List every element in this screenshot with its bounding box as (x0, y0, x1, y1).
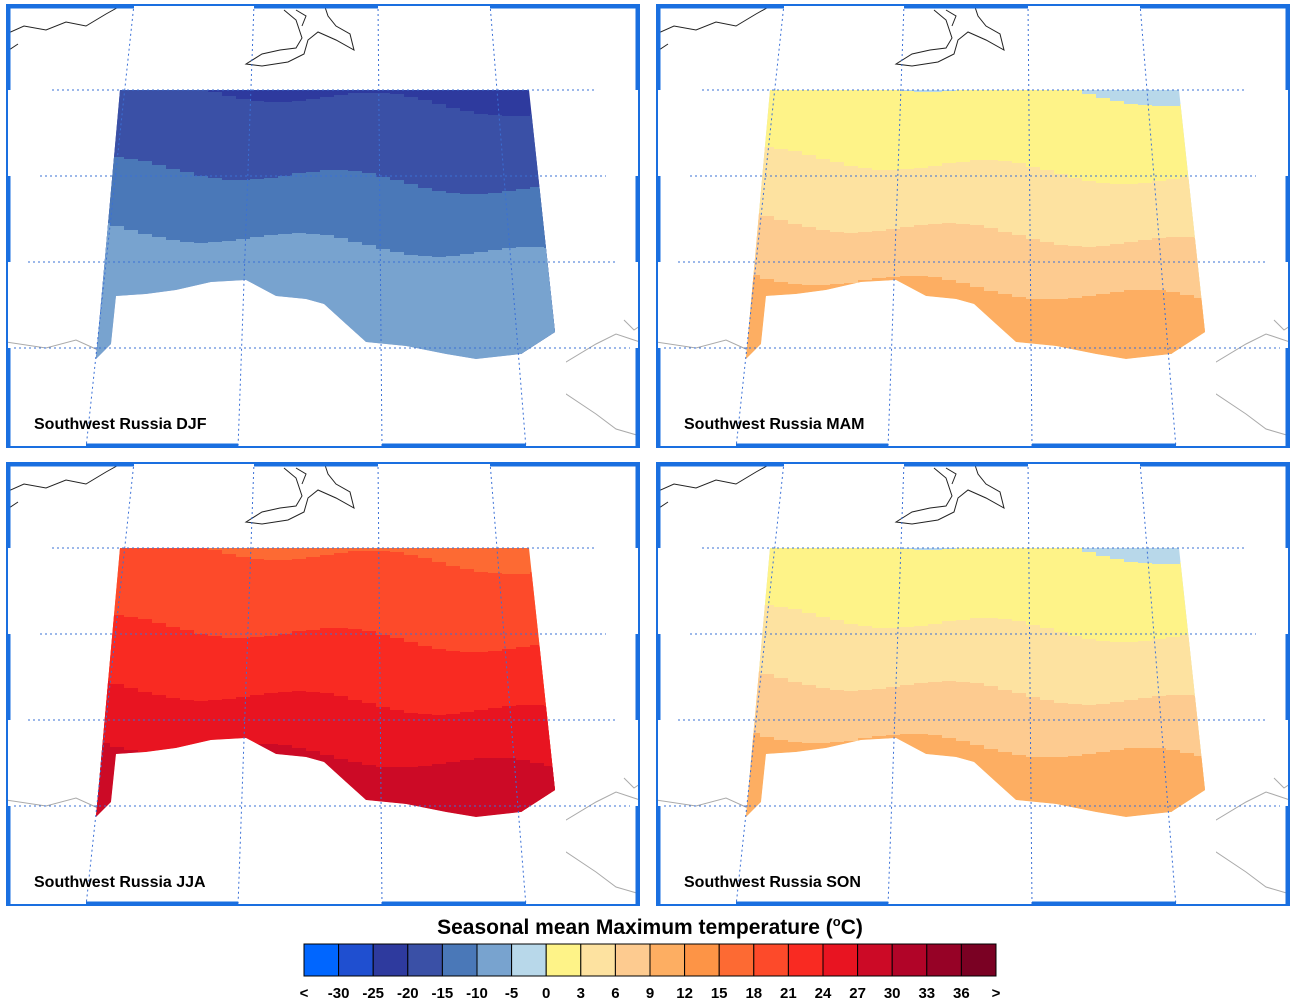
colorbar-tick-label: 27 (849, 985, 866, 1002)
colorbar-tick-label: 12 (676, 985, 693, 1002)
coastline (656, 4, 775, 35)
colorbar-swatch (787, 943, 824, 977)
colorbar-swatch (545, 943, 582, 977)
map-panel-djf: Southwest Russia DJF (6, 4, 640, 448)
longitude-gridline (377, 462, 383, 906)
colorbar-title-main: Seasonal mean Maximum temperature ( (437, 916, 833, 939)
coastline (244, 4, 355, 67)
colorbar-swatch (338, 943, 374, 977)
colorbar-tick-label: < (300, 985, 309, 1002)
longitude-gridline (1139, 462, 1177, 906)
coastline (894, 462, 1005, 525)
colorbar-tick-label: -10 (466, 985, 488, 1002)
colorbar-tick-label: 3 (577, 985, 585, 1002)
colorbar-swatch (614, 943, 651, 977)
coastline (945, 467, 957, 485)
map-jja (6, 462, 640, 906)
longitude-gridline (237, 462, 255, 906)
colorbar-swatch (303, 943, 340, 977)
map-panel-mam: Southwest Russia MAM (656, 4, 1290, 448)
coastline (894, 4, 1005, 67)
sea-area (746, 738, 1216, 906)
country-border (656, 797, 749, 809)
country-border (6, 339, 99, 351)
longitude-gridline (887, 4, 905, 448)
coastline (656, 462, 775, 493)
colorbar-title-tail: C) (840, 916, 863, 939)
panel-label-jja: Southwest Russia JJA (34, 874, 206, 891)
map-panel-jja: Southwest Russia JJA (6, 462, 640, 906)
coastline (295, 9, 307, 27)
colorbar-tick-label: 24 (815, 985, 832, 1002)
country-border (623, 319, 640, 331)
coastline (945, 9, 957, 27)
colorbar-swatch (441, 943, 478, 977)
colorbar-swatch (822, 943, 859, 977)
coastline (6, 4, 125, 35)
country-border (6, 797, 99, 809)
colorbar-swatch (684, 943, 720, 977)
longitude-gridline (887, 462, 905, 906)
colorbar-title-sup: o (832, 914, 841, 929)
colorbar-tick-label: -30 (328, 985, 350, 1002)
country-border (1273, 319, 1290, 331)
colorbar-tick-label: > (992, 985, 1001, 1002)
colorbar-swatch (511, 943, 547, 977)
colorbar-tick-label: 36 (953, 985, 970, 1002)
sea-area (96, 738, 566, 906)
colorbar-swatch (926, 943, 962, 977)
colorbar-tick-label: -15 (432, 985, 454, 1002)
colorbar-tick-label: -25 (362, 985, 384, 1002)
map-panel-son: Southwest Russia SON (656, 462, 1290, 906)
longitude-gridline (237, 4, 255, 448)
colorbar-tick-label: 6 (611, 985, 619, 1002)
colorbar-tick-label: 0 (542, 985, 550, 1002)
panel-label-djf: Southwest Russia DJF (34, 416, 207, 433)
colorbar-tick-label: 15 (711, 985, 728, 1002)
colorbar-swatch (857, 943, 893, 977)
colorbar-swatch (580, 943, 616, 977)
colorbar-swatch (649, 943, 686, 977)
map-mam (656, 4, 1290, 448)
country-border (656, 339, 749, 351)
longitude-gridline (489, 4, 527, 448)
longitude-gridline (489, 462, 527, 906)
panel-label-mam: Southwest Russia MAM (684, 416, 865, 433)
colorbar-swatch (372, 943, 409, 977)
colorbar-tick-label: 18 (745, 985, 762, 1002)
map-son (656, 462, 1290, 906)
colorbar-swatch (753, 943, 789, 977)
colorbar-swatch (960, 943, 997, 977)
longitude-gridline (377, 4, 383, 448)
country-border (1273, 777, 1290, 789)
colorbar-swatch (718, 943, 755, 977)
colorbar-swatch (476, 943, 513, 977)
country-border (623, 777, 640, 789)
map-djf (6, 4, 640, 448)
colorbar-tick-label: 9 (646, 985, 654, 1002)
coastline (6, 462, 125, 493)
coastline (244, 462, 355, 525)
longitude-gridline (1027, 462, 1033, 906)
sea-area (96, 280, 566, 448)
colorbar-tick-label: 33 (918, 985, 935, 1002)
colorbar-tick-label: 30 (884, 985, 901, 1002)
colorbar-tick-label: -20 (397, 985, 419, 1002)
longitude-gridline (1027, 4, 1033, 448)
panel-label-son: Southwest Russia SON (684, 874, 861, 891)
colorbar-swatch (891, 943, 928, 977)
colorbar-tick-label: 21 (780, 985, 797, 1002)
colorbar-title: Seasonal mean Maximum temperature (oC) (0, 914, 1300, 940)
coastline (295, 467, 307, 485)
colorbar-swatch (407, 943, 443, 977)
colorbar: < -30 -25 -20 -15 -10 -5 0 3 6 9 12 15 18 21 24 27 30 33 36… (300, 943, 1001, 1002)
sea-area (746, 280, 1216, 448)
colorbar-tick-label: -5 (505, 985, 518, 1002)
longitude-gridline (1139, 4, 1177, 448)
